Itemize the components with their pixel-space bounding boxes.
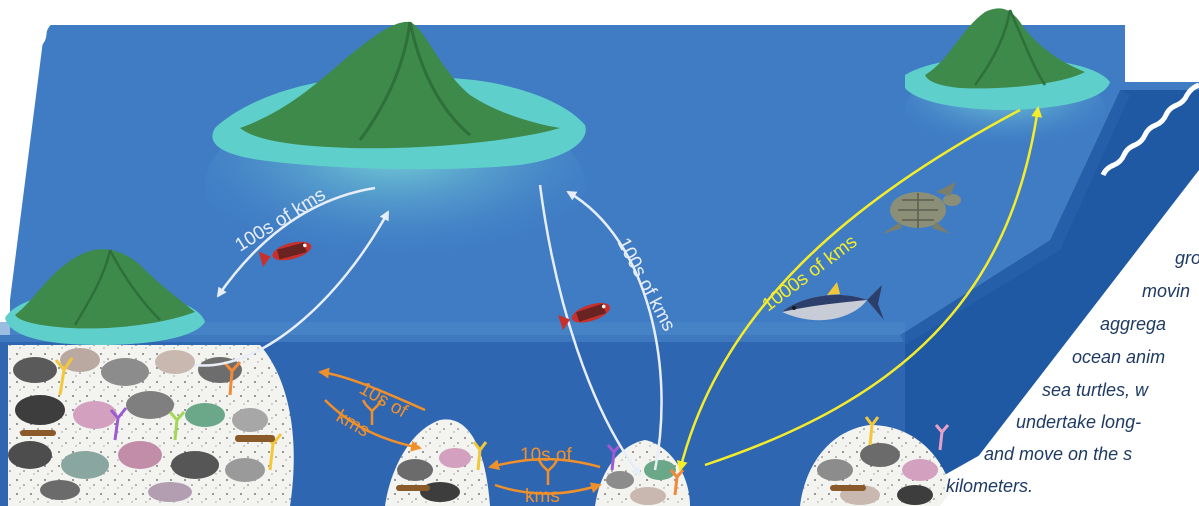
arrow-orange-b: [324, 399, 422, 452]
arrows-white: [194, 184, 663, 477]
coral-icon: [8, 348, 283, 502]
tuna-icon: [782, 282, 884, 321]
arrow-yellow-a: [676, 108, 1021, 472]
island-small-left: [5, 249, 205, 345]
coral-icon: [361, 399, 383, 425]
caption-line: and move on the s: [984, 444, 1133, 464]
arrow-white-b: [216, 186, 376, 298]
caption-line: aggrega: [1100, 314, 1167, 334]
wavy-edge-right: [1100, 82, 1199, 177]
fish-icon: [258, 241, 312, 267]
coral-icon: [537, 459, 559, 485]
caption-line: sea turtles, w: [1042, 380, 1149, 400]
caption: gro movin aggrega ocean anim sea turtles…: [930, 240, 1199, 506]
island-right: [905, 8, 1110, 155]
island-icon: [240, 21, 560, 149]
island-large: [205, 21, 586, 275]
arrows-orange: [318, 367, 602, 495]
arrow-white-c: [538, 184, 642, 477]
wavy-edge-left: [0, 20, 52, 125]
caption-line: kilometers.: [946, 476, 1034, 496]
reef-middle: [385, 419, 690, 506]
caption-line: undertake long-: [1016, 412, 1142, 432]
label-10s-mid-top: 10s of: [520, 445, 572, 466]
arrow-orange-c: [488, 457, 601, 471]
arrow-white-d: [566, 190, 663, 471]
caption-line: ocean anim: [1072, 347, 1166, 367]
caption-line: movin: [1142, 281, 1191, 301]
label-10s-mid-bottom: kms: [525, 486, 560, 506]
caption-line: gro: [1175, 248, 1199, 268]
island-icon: [925, 8, 1085, 89]
arrow-orange-a: [318, 367, 426, 412]
arrow-orange-d: [494, 482, 602, 495]
reef-left: [8, 345, 294, 506]
fish-icon: [558, 302, 611, 331]
coral-icon: [396, 441, 685, 505]
arrow-white-a: [194, 210, 390, 367]
